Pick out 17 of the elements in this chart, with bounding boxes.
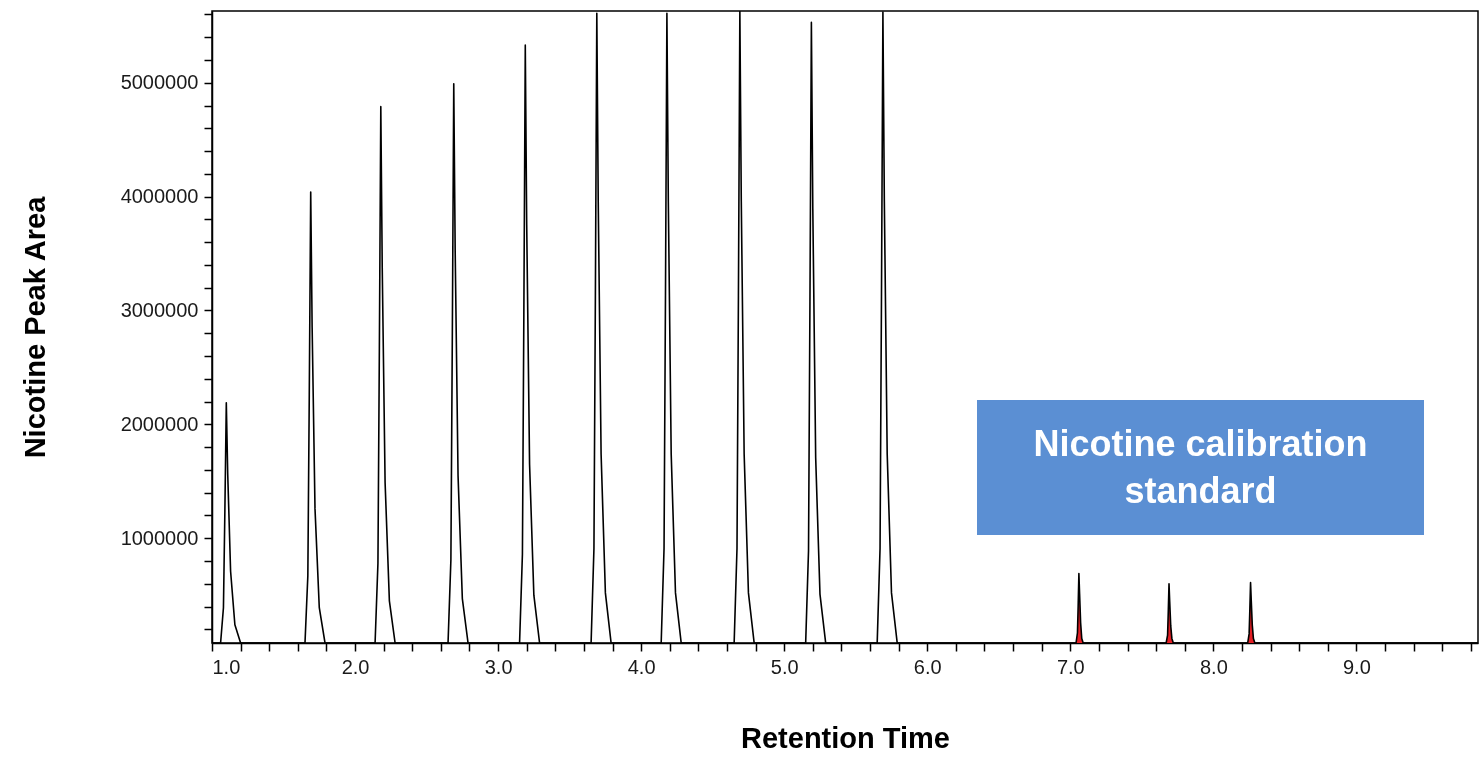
y-tick-label: 5000000: [120, 71, 199, 94]
x-tick-label: 9.0: [1343, 655, 1371, 678]
x-tick-label: 6.0: [913, 655, 942, 678]
x-tick-label: 7.0: [1056, 655, 1085, 678]
annotation: Nicotine calibration standard: [977, 400, 1424, 535]
x-tick-label: 1.0: [212, 655, 241, 678]
y-tick-label: 2000000: [120, 412, 199, 435]
y-tick-label: 1000000: [120, 526, 199, 549]
x-tick-label: 4.0: [627, 655, 656, 678]
x-axis-title: Retention Time: [741, 721, 950, 754]
x-tick-label: 8.0: [1199, 655, 1228, 678]
y-tick-label: 4000000: [120, 185, 199, 208]
x-tick-label: 5.0: [770, 655, 799, 678]
y-tick-label: 3000000: [120, 298, 199, 321]
x-tick-label: 2.0: [341, 655, 370, 678]
x-tick-label: 3.0: [484, 655, 513, 678]
y-axis-title: Nicotine Peak Area: [18, 195, 51, 459]
